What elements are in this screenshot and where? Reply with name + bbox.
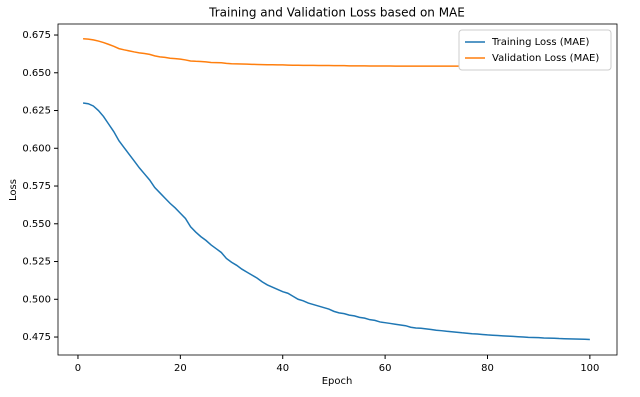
y-tick-label: 0.550 [22, 219, 51, 230]
y-tick-label: 0.625 [22, 106, 51, 117]
legend-label: Training Loss (MAE) [491, 37, 589, 48]
legend-box [458, 29, 612, 71]
y-tick-label: 0.525 [22, 257, 51, 268]
x-tick-label: 100 [580, 363, 599, 374]
y-tick-label: 0.475 [22, 332, 51, 343]
legend-label: Validation Loss (MAE) [492, 53, 599, 64]
x-tick-label: 60 [379, 363, 392, 374]
y-tick-label: 0.500 [22, 294, 51, 305]
x-tick-label: 20 [174, 363, 187, 374]
plot-frame [57, 23, 618, 356]
chart-title: Training and Validation Loss based on MA… [208, 6, 465, 20]
y-tick-label: 0.575 [22, 181, 51, 192]
x-tick-label: 0 [75, 363, 81, 374]
y-tick-label: 0.600 [22, 143, 51, 154]
y-tick-label: 0.650 [22, 68, 51, 79]
x-tick-label: 80 [481, 363, 494, 374]
x-tick-label: 40 [276, 363, 289, 374]
line-series [82, 102, 590, 341]
x-axis-label: Epoch [322, 376, 353, 387]
y-tick-label: 0.675 [22, 30, 51, 41]
y-axis-label: Loss [8, 179, 19, 201]
